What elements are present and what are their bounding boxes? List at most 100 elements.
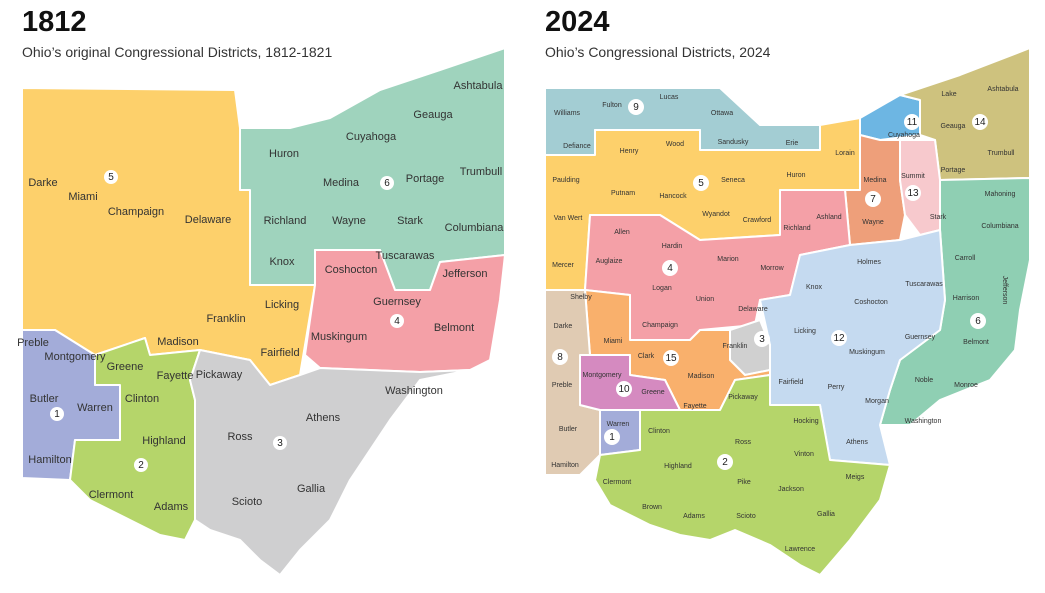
county-label: Erie	[786, 140, 799, 147]
county-label: Medina	[323, 177, 360, 189]
county-label: Ashland	[816, 214, 841, 221]
county-label: Huron	[269, 148, 299, 160]
county-label: Butler	[559, 426, 578, 433]
county-label: Miami	[68, 191, 97, 203]
district-badge	[831, 330, 847, 346]
county-label: Preble	[17, 337, 49, 349]
district-number: 12	[833, 333, 845, 344]
county-label: Putnam	[611, 190, 635, 197]
county-label: Ottawa	[711, 110, 733, 117]
district-area	[579, 354, 681, 411]
county-label: Gallia	[817, 511, 835, 518]
district-area	[594, 374, 891, 576]
county-label: Wayne	[332, 215, 366, 227]
district-number: 11	[907, 117, 918, 128]
county-label: Hardin	[662, 243, 683, 250]
county-label: Trumbull	[460, 166, 502, 178]
district-number: 5	[108, 172, 114, 183]
county-label: Fairfield	[260, 347, 299, 359]
county-label: Noble	[915, 377, 933, 384]
county-label: Licking	[265, 299, 299, 311]
county-label: Mercer	[552, 262, 574, 269]
county-label: Morgan	[865, 398, 889, 405]
district-badge	[380, 176, 394, 190]
district-badge	[604, 429, 620, 445]
district-number: 5	[698, 178, 704, 189]
district-badge	[693, 175, 709, 191]
county-label: Morrow	[760, 265, 784, 272]
county-label: Brown	[642, 504, 662, 511]
county-label: Fayette	[157, 370, 194, 382]
county-label: Tuscarawas	[376, 250, 435, 262]
county-label: Belmont	[434, 322, 474, 334]
county-label: Clinton	[125, 393, 159, 405]
district-number: 15	[665, 353, 677, 364]
county-label: Knox	[269, 256, 295, 268]
county-label: Hocking	[793, 418, 818, 425]
county-label: Portage	[941, 167, 966, 174]
county-label: Coshocton	[854, 299, 888, 306]
county-label: Union	[696, 296, 714, 303]
county-label: Sandusky	[718, 139, 749, 146]
county-label: Licking	[794, 328, 816, 335]
county-label: Franklin	[723, 343, 748, 350]
county-label: Guernsey	[905, 334, 936, 341]
district-badge	[970, 313, 986, 329]
county-label: Clermont	[603, 479, 631, 486]
district-badge	[754, 331, 770, 347]
district-badge	[865, 191, 881, 207]
county-label: Jefferson	[1001, 276, 1008, 305]
county-label: Jefferson	[442, 268, 487, 280]
county-label: Seneca	[721, 177, 745, 184]
county-label: Madison	[157, 336, 199, 348]
district-number: 9	[633, 102, 639, 113]
district-number: 8	[557, 352, 563, 363]
county-label: Defiance	[563, 143, 591, 150]
county-label: Highland	[664, 463, 692, 470]
district-number: 7	[870, 194, 876, 205]
county-label: Preble	[552, 382, 572, 389]
county-label: Miami	[604, 338, 623, 345]
county-label: Montgomery	[44, 351, 106, 363]
county-label: Hamilton	[551, 462, 579, 469]
county-label: Richland	[264, 215, 307, 227]
county-label: Fairfield	[779, 379, 804, 386]
district-number: 1	[609, 432, 615, 443]
county-label: Perry	[828, 384, 845, 391]
county-label: Lawrence	[785, 546, 815, 553]
county-label: Fayette	[683, 403, 706, 410]
county-label: Columbiana	[445, 222, 505, 234]
district-number: 1	[54, 409, 60, 420]
county-label: Gallia	[297, 483, 326, 495]
county-label: Delaware	[185, 214, 231, 226]
county-label: Hancock	[659, 193, 687, 200]
county-label: Vinton	[794, 451, 814, 458]
county-label: Scioto	[232, 496, 263, 508]
district-badge	[662, 260, 678, 276]
county-label: Stark	[397, 215, 423, 227]
county-label: Portage	[406, 173, 445, 185]
county-label: Ross	[735, 439, 751, 446]
county-label: Adams	[683, 513, 705, 520]
county-label: Pickaway	[728, 394, 758, 401]
map-subtitle: Ohio’s Congressional Districts, 2024	[545, 44, 771, 60]
county-label: Franklin	[206, 313, 245, 325]
county-label: Belmont	[963, 339, 989, 346]
county-label: Darke	[28, 177, 57, 189]
county-label: Lake	[941, 91, 956, 98]
district-number: 2	[138, 460, 144, 471]
district-badge	[616, 381, 632, 397]
county-label: Monroe	[954, 382, 978, 389]
district-number: 3	[277, 438, 283, 449]
district-badge	[552, 349, 568, 365]
county-label: Madison	[688, 373, 715, 380]
county-label: Stark	[930, 214, 947, 221]
county-label: Clermont	[89, 489, 134, 501]
district-number: 6	[384, 178, 390, 189]
county-label: Mahoning	[985, 191, 1016, 198]
county-label: Wyandot	[702, 211, 730, 218]
map-title: 1812	[22, 6, 87, 38]
county-label: Holmes	[857, 259, 881, 266]
county-label: Jackson	[778, 486, 804, 493]
